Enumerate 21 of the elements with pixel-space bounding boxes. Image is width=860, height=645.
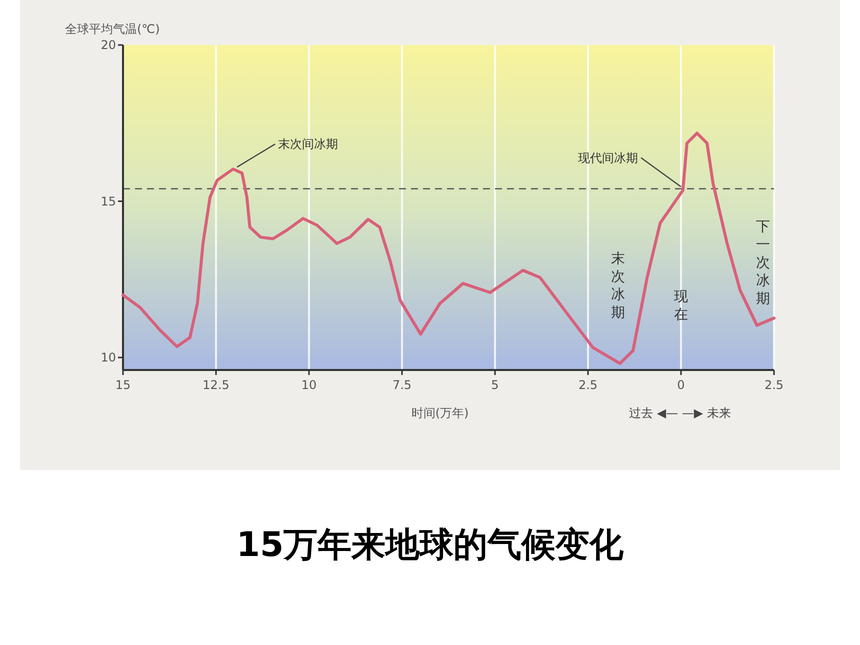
x-tick-label: 12.5 [202, 378, 230, 392]
annotation: 下一次冰期 [756, 219, 770, 307]
x-tick-label: 10 [301, 378, 317, 392]
x-tick-label: 5 [491, 378, 499, 392]
annotation: 末次间冰期 [278, 137, 338, 152]
y-tick-label: 15 [100, 194, 116, 208]
x-tick-label: 2.5 [764, 378, 784, 392]
y-axis-title: 全球平均气温(℃) [65, 22, 160, 36]
x-tick-label: 2.5 [578, 378, 598, 392]
annotation: 现代间冰期 [578, 150, 638, 165]
text: 15万年来地球的气候变化 [236, 525, 625, 565]
text: 过去 ◀— —▶ 未来 [629, 406, 731, 420]
x-tick-label: 7.5 [392, 378, 412, 392]
x-tick-label: 0 [677, 378, 685, 392]
annotation: 现在 [674, 289, 688, 323]
annotation: 末次冰期 [611, 251, 625, 321]
x-axis-title: 时间(万年) [411, 406, 469, 420]
y-tick-label: 10 [100, 350, 116, 364]
x-tick-label: 15 [115, 378, 131, 392]
y-tick-label: 20 [100, 38, 116, 52]
line-series [122, 132, 776, 365]
